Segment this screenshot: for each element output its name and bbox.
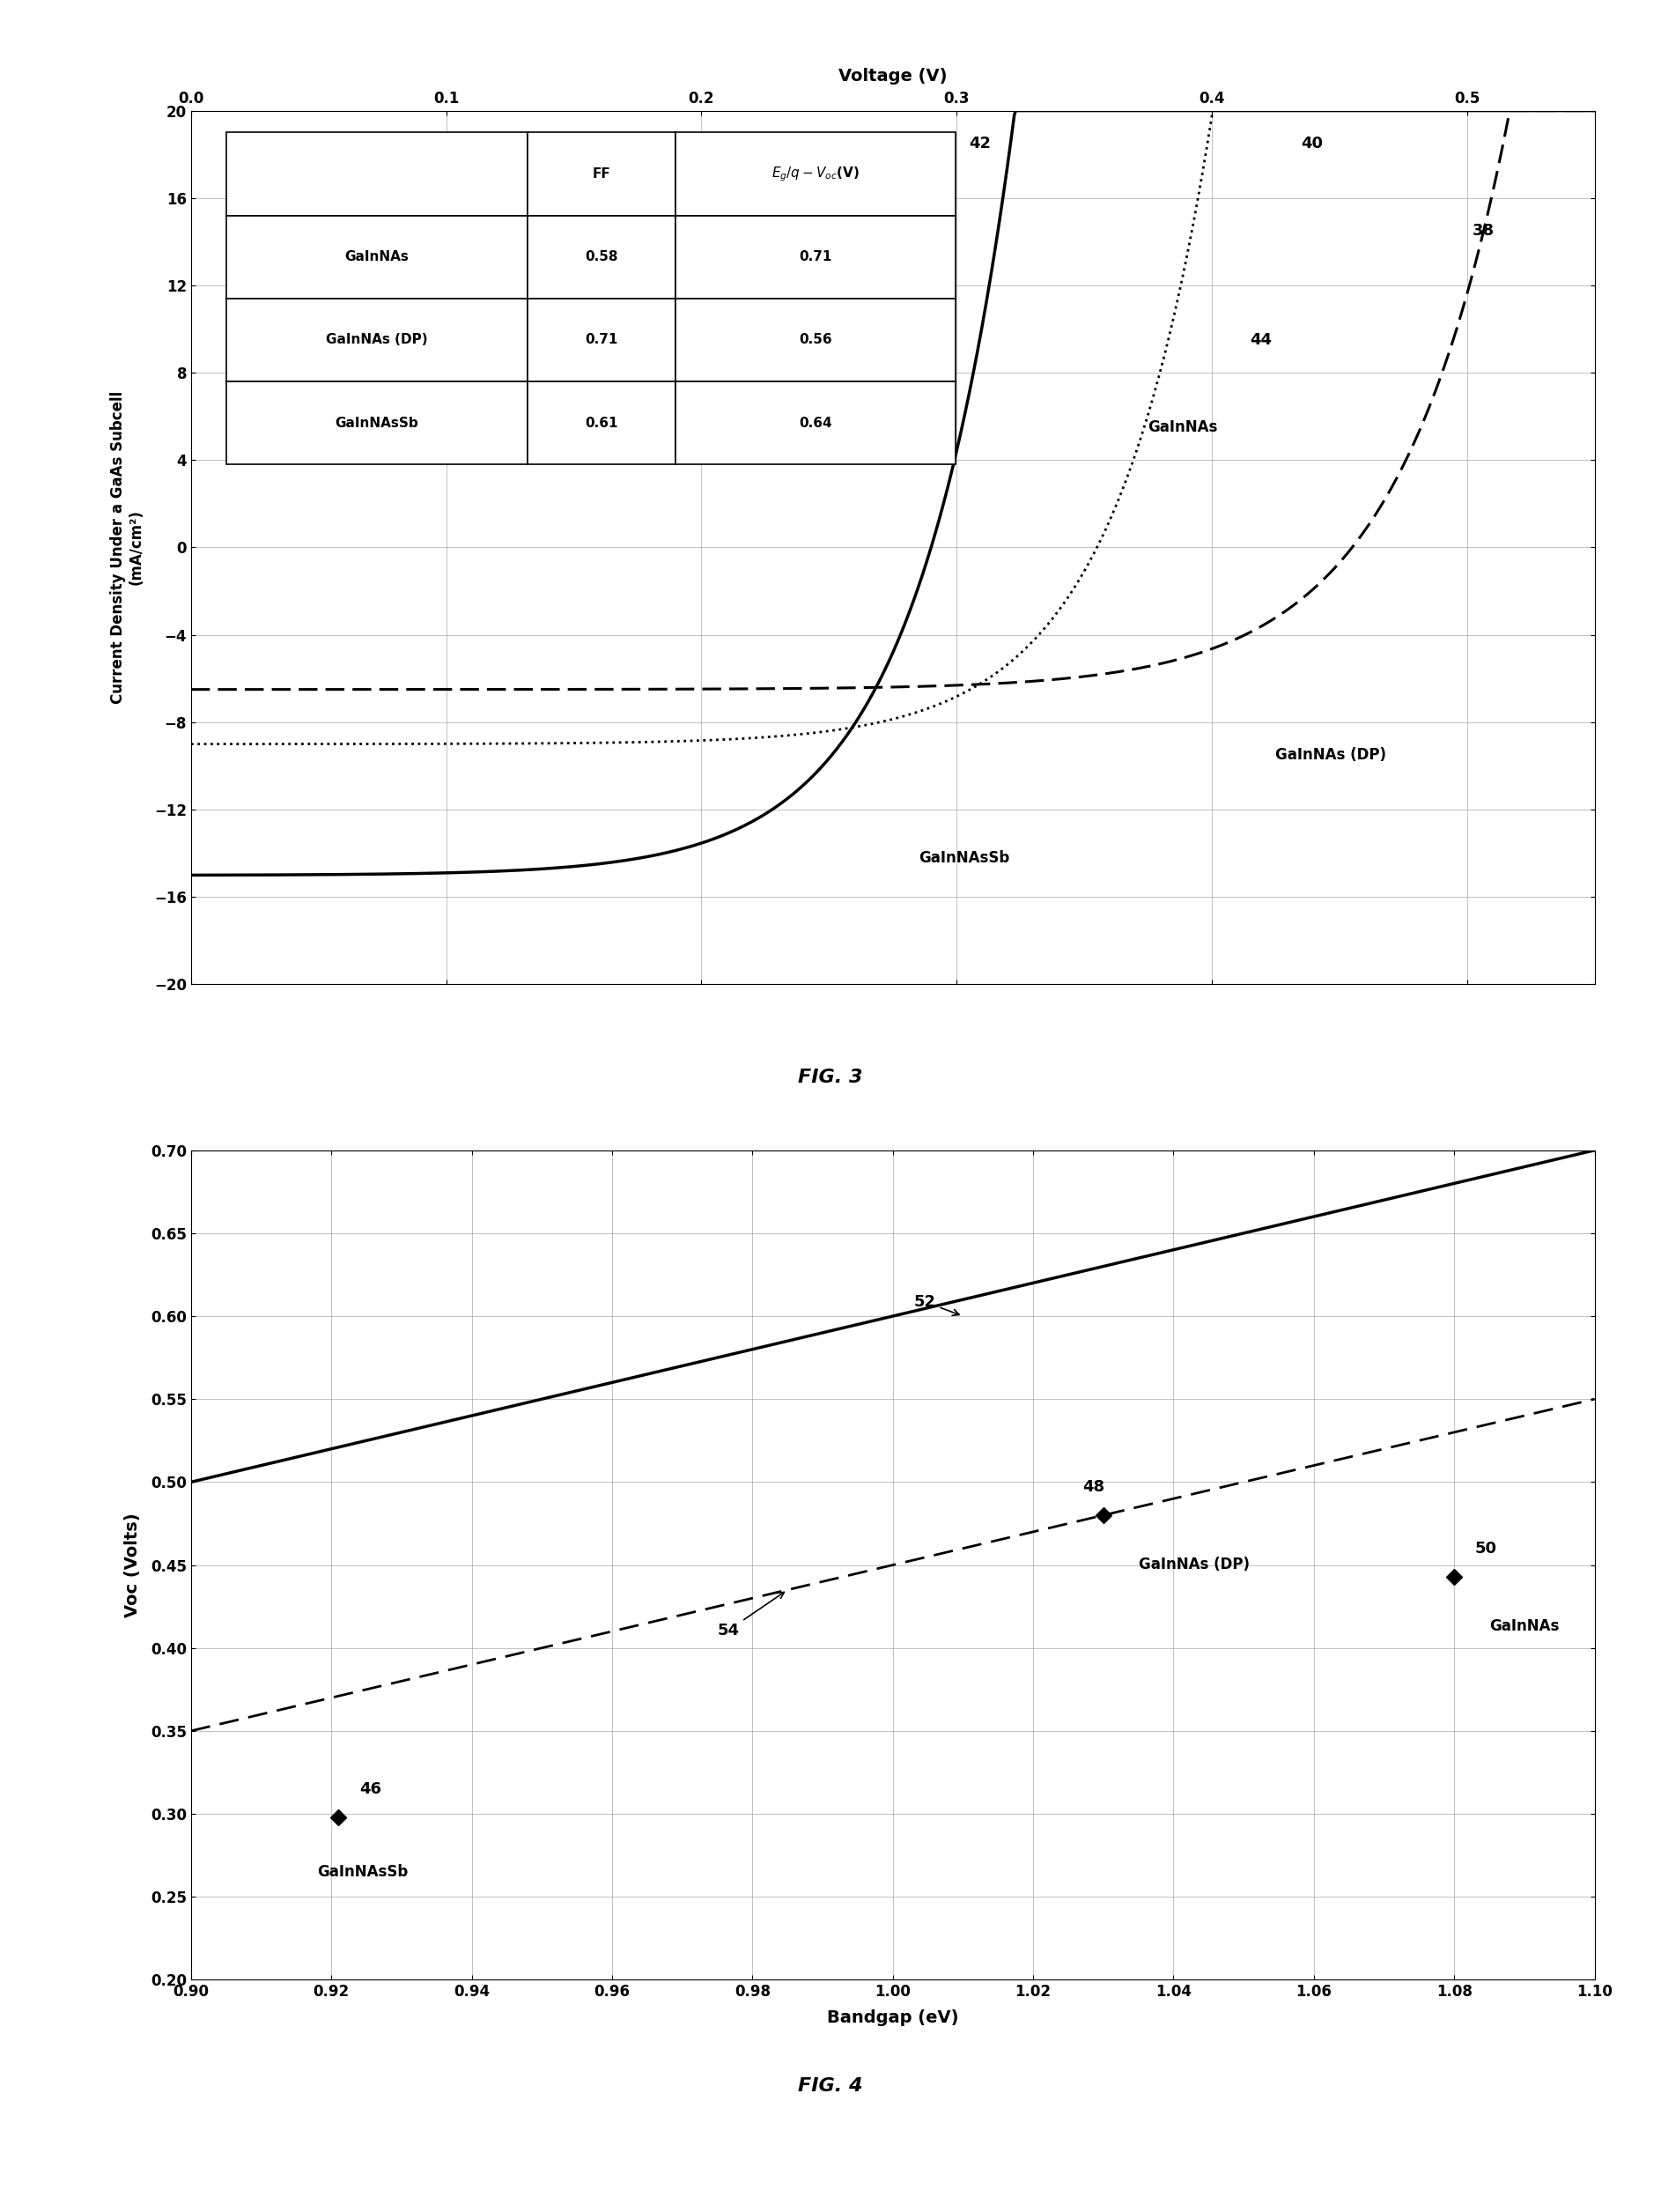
Text: 38: 38 [1472, 223, 1495, 239]
Text: GaInNAsSb: GaInNAsSb [336, 416, 419, 429]
Text: 0.61: 0.61 [585, 416, 618, 429]
Text: 46: 46 [359, 1781, 382, 1796]
Bar [676, 299, 957, 380]
Text: 54: 54 [718, 1593, 784, 1639]
Text: 50: 50 [1475, 1542, 1497, 1557]
Bar [226, 299, 528, 380]
Text: 0.71: 0.71 [799, 250, 832, 263]
Bar [226, 215, 528, 299]
Bar [528, 380, 676, 465]
Text: 40: 40 [1301, 135, 1324, 150]
Text: GaInNAsSb: GaInNAsSb [919, 849, 1010, 865]
Text: 0.71: 0.71 [585, 334, 618, 347]
Bar [226, 133, 528, 215]
Text: FIG. 4: FIG. 4 [799, 2077, 862, 2095]
X-axis label: Voltage (V): Voltage (V) [839, 66, 947, 84]
Bar [676, 133, 957, 215]
Text: 0.56: 0.56 [799, 334, 832, 347]
Text: GaInNAs (DP): GaInNAs (DP) [326, 334, 429, 347]
Text: GaInNAs: GaInNAs [1148, 420, 1218, 436]
Text: 0.64: 0.64 [799, 416, 832, 429]
Bar [528, 133, 676, 215]
Text: $E_g/q - V_{oc}$(V): $E_g/q - V_{oc}$(V) [771, 166, 860, 184]
Y-axis label: Voc (Volts): Voc (Volts) [125, 1513, 141, 1617]
Bar [226, 380, 528, 465]
Bar [528, 299, 676, 380]
X-axis label: Bandgap (eV): Bandgap (eV) [827, 2011, 958, 2026]
Bar [676, 380, 957, 465]
Y-axis label: Current Density Under a GaAs Subcell
(mA/cm²): Current Density Under a GaAs Subcell (mA… [110, 392, 145, 703]
Text: FF: FF [593, 168, 611, 181]
Text: 42: 42 [970, 135, 992, 150]
Text: GaInNAs (DP): GaInNAs (DP) [1276, 748, 1387, 763]
Text: GaInNAs (DP): GaInNAs (DP) [1138, 1557, 1249, 1573]
Text: 52: 52 [914, 1294, 958, 1316]
Bar [528, 215, 676, 299]
Text: 0.58: 0.58 [585, 250, 618, 263]
Text: GaInNAs: GaInNAs [345, 250, 409, 263]
Bar [676, 215, 957, 299]
Text: 48: 48 [1083, 1480, 1105, 1495]
Text: FIG. 3: FIG. 3 [799, 1068, 862, 1086]
Text: GaInNAs: GaInNAs [1490, 1619, 1560, 1635]
Text: GaInNAsSb: GaInNAsSb [317, 1863, 409, 1880]
Text: 44: 44 [1251, 332, 1272, 347]
